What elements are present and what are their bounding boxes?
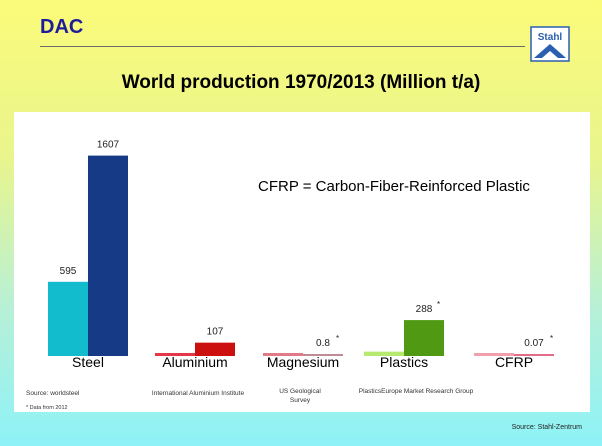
stahl-logo: Stahl (530, 26, 570, 62)
bar-cfrp-s1 (514, 354, 554, 356)
data-label-star-cfrp: * (550, 334, 553, 343)
logo-text: Stahl (538, 32, 563, 43)
header-divider (40, 46, 525, 47)
footer-source: Source: Stahl-Zentrum (511, 424, 582, 431)
data-label-plastics-s1: 288 (416, 304, 433, 315)
bar-magnesium-s0 (263, 353, 303, 356)
bar-steel-s1 (88, 155, 128, 356)
bar-steel-s0 (48, 281, 88, 356)
bar-chart: 595 1607 Steel 107 Aluminium 0.8 * Magnesium 288… (48, 140, 554, 370)
bar-plastics-s0 (364, 351, 404, 356)
bar-magnesium-s1 (303, 354, 343, 356)
data-label-star-plastics: * (437, 300, 440, 309)
data-label-cfrp-s1: 0.07 (524, 338, 544, 349)
data-label-star-magnesium: * (336, 334, 339, 343)
source-steel: Source: worldsteel (26, 390, 80, 397)
source-aluminium: International Aluminium Institute (151, 390, 245, 397)
bar-cfrp-s0 (474, 353, 514, 356)
data-label-steel-s1: 1607 (97, 140, 120, 151)
category-label-aluminium: Aluminium (162, 354, 227, 370)
chart-title: World production 1970/2013 (Million t/a) (121, 72, 481, 93)
bar-plastics-s1 (404, 320, 444, 356)
source-magnesium: US Geological Survey (279, 388, 321, 404)
data-year-note: * Data from 2012 (26, 405, 68, 411)
bar-aluminium-s0 (155, 353, 195, 356)
cfrp-annotation: CFRP = Carbon-Fiber-Reinforced Plastic (258, 178, 530, 195)
bar-aluminium-s1 (195, 342, 235, 356)
data-label-steel-s0: 595 (60, 266, 77, 277)
chart-panel: 595 1607 Steel 107 Aluminium 0.8 * Magnesium 288… (14, 112, 590, 412)
data-label-magnesium-s1: 0.8 (316, 338, 330, 349)
category-label-plastics: Plastics (380, 354, 428, 370)
data-label-aluminium-s1: 107 (207, 327, 224, 338)
category-label-cfrp: CFRP (495, 354, 533, 370)
source-plastics: PlasticsEurope Market Research Group (358, 388, 474, 395)
brand-title: DAC (40, 16, 84, 38)
category-label-steel: Steel (72, 354, 104, 370)
category-label-magnesium: Magnesium (267, 354, 339, 370)
